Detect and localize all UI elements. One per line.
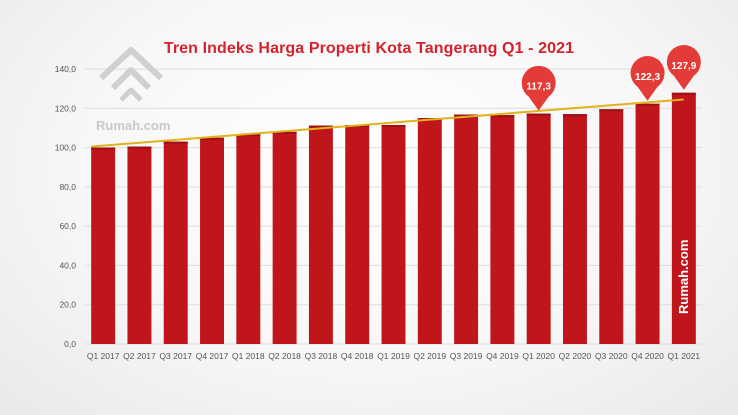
- bar-cap: [381, 124, 406, 127]
- watermark: Rumah.com: [96, 47, 170, 133]
- y-tick-label: 0,0: [64, 339, 76, 349]
- bar: [562, 114, 587, 344]
- bar-cap: [671, 92, 696, 95]
- x-tick-label: Q3 2020: [595, 351, 628, 361]
- x-tick-label: Q4 2019: [486, 351, 519, 361]
- x-tick-label: Q3 2018: [305, 351, 338, 361]
- bar-cap: [599, 109, 624, 112]
- vertical-logo-text: Rumah.com: [676, 240, 691, 314]
- bars: [91, 92, 696, 345]
- y-tick-label: 140,0: [55, 64, 77, 74]
- axis-labels: 0,0 20,0 40,0 60,0 80,0 100,0 120,0 140,0 Q1 201…: [55, 64, 701, 361]
- logo-roof-inner: [110, 67, 152, 91]
- y-tick-label: 40,0: [59, 260, 76, 270]
- x-tick-label: Q1 2018: [232, 351, 265, 361]
- bar: [272, 131, 297, 344]
- x-tick-label: Q1 2020: [522, 351, 555, 361]
- bar: [381, 124, 406, 344]
- bar-cap: [272, 131, 297, 134]
- logo-roof-outer: [98, 47, 164, 81]
- bar-cap: [562, 114, 587, 117]
- x-tick-label: Q4 2020: [631, 351, 664, 361]
- bar-cap: [526, 113, 551, 116]
- value-callout: 127,9: [666, 45, 701, 90]
- bar-cap: [635, 103, 660, 106]
- bar-cap: [127, 146, 152, 149]
- x-tick-label: Q3 2017: [159, 351, 192, 361]
- x-tick-label: Q4 2018: [341, 351, 374, 361]
- callouts: 117,3 122,3 127,9: [521, 45, 701, 111]
- bar-cap: [163, 141, 188, 144]
- bar: [490, 115, 515, 345]
- x-tick-label: Q1 2019: [377, 351, 410, 361]
- bar: [454, 114, 479, 344]
- watermark-text: Rumah.com: [96, 118, 170, 133]
- logo-roof-core: [119, 87, 143, 102]
- bar-cap: [91, 147, 116, 150]
- x-tick-label: Q4 2017: [196, 351, 229, 361]
- bar: [671, 92, 696, 345]
- vertical-logo: Rumah.com: [676, 240, 691, 314]
- callout-label: 122,3: [635, 72, 660, 83]
- bar: [163, 141, 188, 344]
- bar: [91, 147, 116, 344]
- callout-label: 127,9: [671, 61, 696, 72]
- y-tick-label: 100,0: [55, 143, 77, 153]
- bar: [236, 134, 261, 344]
- x-tick-label: Q2 2018: [268, 351, 301, 361]
- callout-pin: [521, 65, 556, 111]
- x-tick-label: Q1 2021: [668, 351, 701, 361]
- bar-cap: [236, 134, 261, 137]
- bar: [599, 109, 624, 345]
- callout-label: 117,3: [526, 82, 551, 93]
- bar: [308, 125, 333, 344]
- x-tick-label: Q1 2017: [87, 351, 120, 361]
- bar: [127, 146, 152, 344]
- bar-cap: [200, 137, 225, 140]
- bar: [526, 113, 551, 344]
- x-tick-label: Q2 2019: [413, 351, 446, 361]
- bar: [635, 103, 660, 345]
- trendline-line: [91, 98, 684, 148]
- house-roof-logo-icon: [98, 47, 164, 102]
- y-tick-label: 120,0: [55, 103, 77, 113]
- x-tick-label: Q2 2017: [123, 351, 156, 361]
- x-tick-label: Q2 2020: [559, 351, 592, 361]
- x-tick-label: Q3 2019: [450, 351, 483, 361]
- chart-title: Tren Indeks Harga Properti Kota Tangeran…: [163, 40, 575, 57]
- y-tick-label: 80,0: [59, 182, 76, 192]
- bar-cap: [490, 115, 515, 118]
- callout-pin: [630, 56, 665, 101]
- y-tick-label: 60,0: [59, 221, 76, 231]
- callout-pin: [666, 45, 701, 90]
- value-callout: 117,3: [521, 65, 556, 111]
- bar: [200, 137, 225, 344]
- bar: [345, 124, 370, 344]
- bar: [417, 118, 442, 344]
- y-tick-label: 20,0: [59, 300, 76, 310]
- bar-cap: [308, 125, 333, 128]
- bar-cap: [454, 114, 479, 117]
- trendline: [91, 98, 684, 148]
- value-callout: 122,3: [630, 56, 665, 101]
